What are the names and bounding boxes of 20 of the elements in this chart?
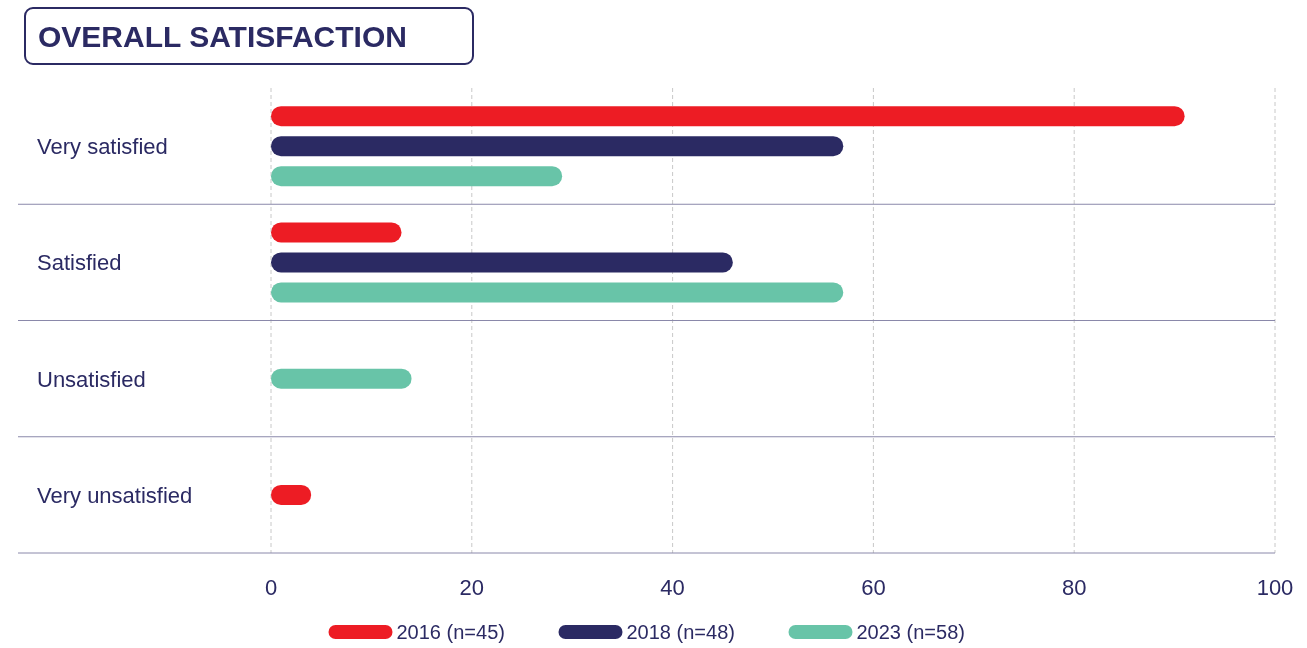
- y-tick-label: Very satisfied: [37, 134, 168, 160]
- y-tick-label: Unsatisfied: [37, 366, 146, 392]
- chart-title: OVERALL SATISFACTION: [38, 20, 407, 53]
- bar: [271, 282, 844, 303]
- x-tick-label: 60: [861, 575, 886, 600]
- bar: [271, 166, 563, 187]
- bar: [271, 106, 1185, 127]
- y-tick-label: Satisfied: [37, 250, 122, 276]
- bar: [271, 252, 733, 273]
- x-tick-label: 80: [1061, 575, 1087, 600]
- x-tick-label: 40: [660, 575, 685, 600]
- x-tick-label: 20: [459, 575, 485, 600]
- y-tick-label: Very unsatisfied: [37, 482, 193, 508]
- bar: [271, 222, 402, 243]
- legend-label: 2023 (n=58): [856, 621, 965, 643]
- legend-label: 2018 (n=48): [626, 621, 735, 643]
- bar: [271, 136, 844, 157]
- x-tick-label: 100: [1256, 575, 1294, 600]
- x-tick-label: 0: [264, 575, 278, 600]
- legend-label: 2016 (n=45): [396, 621, 505, 643]
